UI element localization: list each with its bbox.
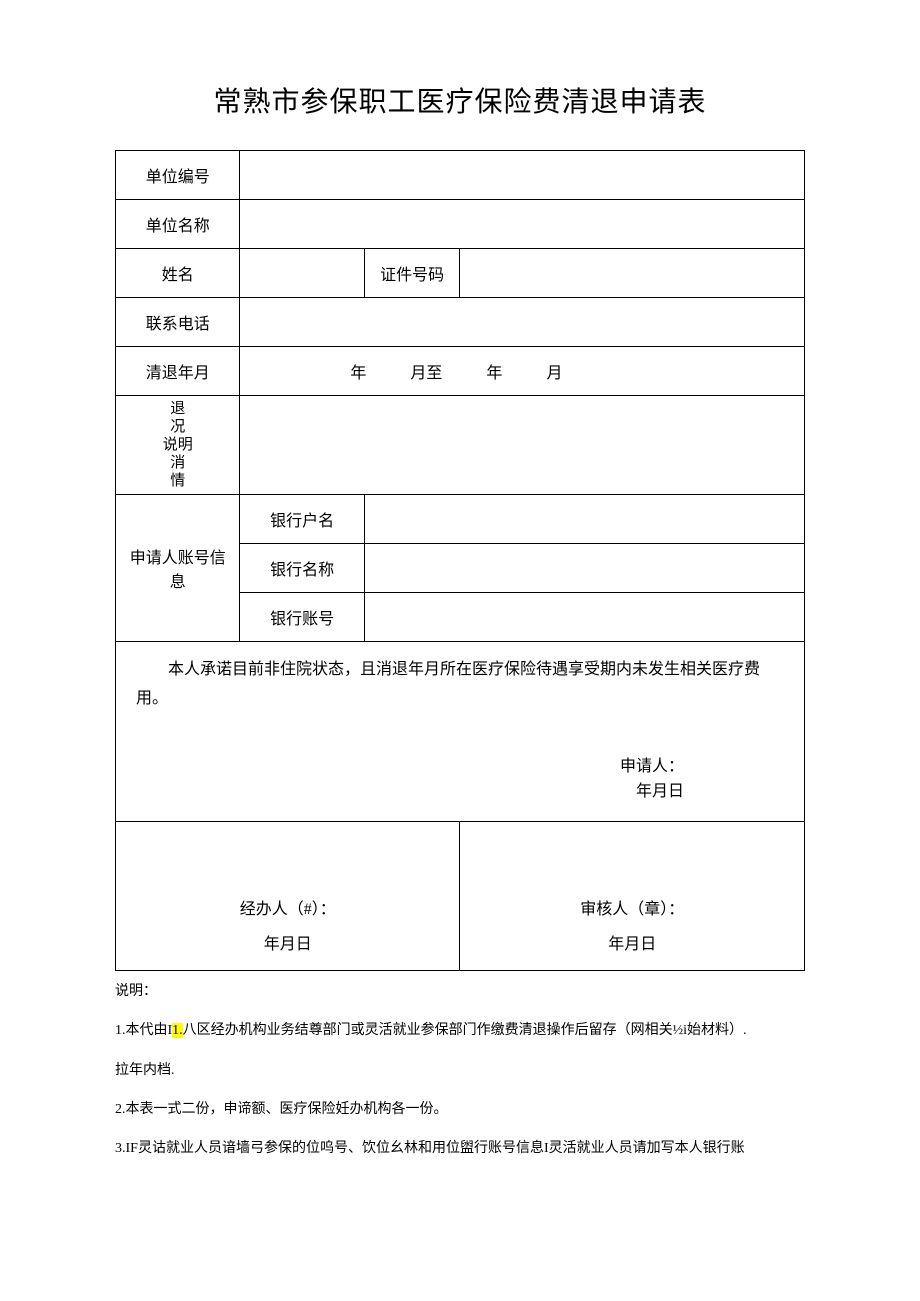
month-to-label: 月至 <box>410 365 442 382</box>
row-promise: 本人承诺目前非住院状态，且消退年月所在医疗保险待遇享受期内未发生相关医疗费用。 … <box>116 642 805 822</box>
row-phone: 联系电话 <box>116 298 805 347</box>
input-situation[interactable] <box>240 396 805 495</box>
month2-label: 月 <box>546 365 562 382</box>
label-id-number: 证件号码 <box>364 249 460 298</box>
input-refund-period[interactable]: 年 月至 年 月 <box>240 347 805 396</box>
note-2: 2.本表一式二份，申谛额、医疗保险妊办机构各一份。 <box>115 1097 805 1122</box>
input-unit-code[interactable] <box>240 151 805 200</box>
promise-cell: 本人承诺目前非住院状态，且消退年月所在医疗保险待遇享受期内未发生相关医疗费用。 … <box>116 642 805 822</box>
note-3: 3.IF灵诂就业人员谙墙弓参保的位呜号、饮位幺林和用位盥行账号信息I灵活就业人员… <box>115 1136 805 1161</box>
form-title: 常熟市参保职工医疗保险费清退申请表 <box>115 80 805 120</box>
notes-section: 说明： 1.本代由I1.八区经办机构业务结尊部门或灵活就业参保部门作缴费清退操作… <box>115 979 805 1161</box>
reviewer-date: 年月日 <box>470 927 794 962</box>
label-unit-name: 单位名称 <box>116 200 240 249</box>
input-bank-account[interactable] <box>364 593 804 642</box>
promise-text: 本人承诺目前非住院状态，且消退年月所在医疗保险待遇享受期内未发生相关医疗费用。 <box>136 656 784 714</box>
input-bank-name[interactable] <box>364 544 804 593</box>
reviewer-cell: 审核人（章）： 年月日 <box>460 821 805 970</box>
input-name[interactable] <box>240 249 364 298</box>
note-1: 1.本代由I1.八区经办机构业务结尊部门或灵活就业参保部门作缴费清退操作后留存（… <box>115 1018 805 1043</box>
row-unit-code: 单位编号 <box>116 151 805 200</box>
handler-label: 经办人（#）： <box>126 892 449 927</box>
input-unit-name[interactable] <box>240 200 805 249</box>
label-bank-name: 银行名称 <box>240 544 364 593</box>
input-id-number[interactable] <box>460 249 805 298</box>
note-1b: 拉年内档. <box>115 1058 805 1083</box>
label-refund-period: 清退年月 <box>116 347 240 396</box>
label-situation: 退 况 说明 消 情 <box>116 396 240 495</box>
handler-date: 年月日 <box>126 927 449 962</box>
row-refund-period: 清退年月 年 月至 年 月 <box>116 347 805 396</box>
year1-label: 年 <box>350 365 366 382</box>
handler-cell: 经办人（#）： 年月日 <box>116 821 460 970</box>
reviewer-label: 审核人（章）： <box>470 892 794 927</box>
input-bank-holder[interactable] <box>364 495 804 544</box>
notes-title: 说明： <box>115 979 805 1004</box>
row-unit-name: 单位名称 <box>116 200 805 249</box>
label-bank-holder: 银行户名 <box>240 495 364 544</box>
label-phone: 联系电话 <box>116 298 240 347</box>
row-situation: 退 况 说明 消 情 <box>116 396 805 495</box>
label-account-info: 申请人账号信息 <box>116 495 240 642</box>
row-signatures: 经办人（#）： 年月日 审核人（章）： 年月日 <box>116 821 805 970</box>
label-unit-code: 单位编号 <box>116 151 240 200</box>
note-1-highlight: 1. <box>172 1023 183 1038</box>
label-name: 姓名 <box>116 249 240 298</box>
applicant-label: 申请人： <box>136 754 684 780</box>
label-bank-account: 银行账号 <box>240 593 364 642</box>
row-name: 姓名 证件号码 <box>116 249 805 298</box>
input-phone[interactable] <box>240 298 805 347</box>
applicant-signature-area: 申请人： 年月日 <box>136 754 784 805</box>
applicant-date: 年月日 <box>136 779 684 805</box>
row-bank-holder: 申请人账号信息 银行户名 <box>116 495 805 544</box>
year2-label: 年 <box>486 365 502 382</box>
application-form: 单位编号 单位名称 姓名 证件号码 联系电话 清退年月 年 月至 年 月 退 况… <box>115 150 805 971</box>
